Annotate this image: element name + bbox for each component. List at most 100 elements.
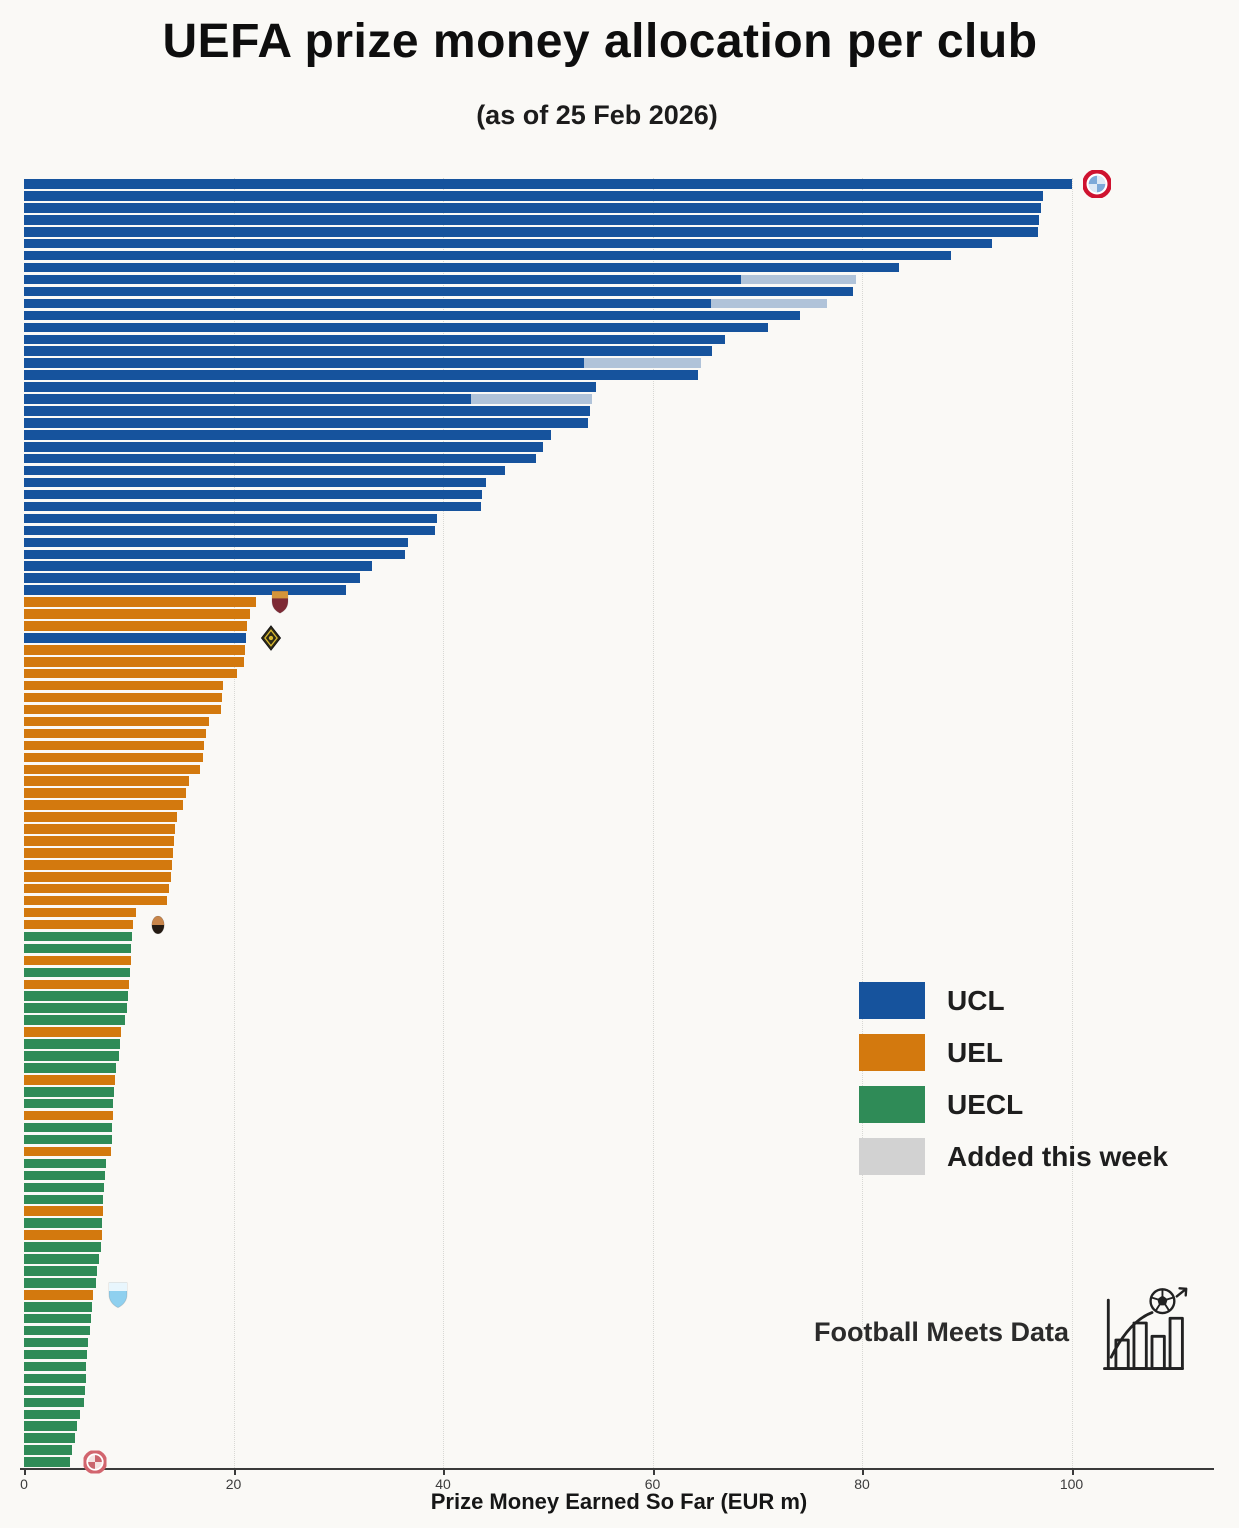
bar-club-55	[24, 824, 175, 834]
bar-club-51	[24, 776, 189, 786]
bar-club-3	[24, 203, 1042, 213]
bar-club-38	[24, 621, 248, 631]
bar-club-24	[24, 453, 537, 464]
x-tick-label: 100	[1059, 1476, 1084, 1492]
page-title: UEFA prize money allocation per club	[162, 15, 1038, 68]
bar-club-19	[24, 394, 472, 404]
bar-club-41	[24, 657, 244, 667]
bar-club-106	[24, 1433, 76, 1443]
bar-club-45	[24, 704, 221, 715]
bar-club-62	[24, 907, 137, 918]
legend-label: UECL	[947, 1088, 1024, 1120]
bar-club-107	[24, 1445, 73, 1455]
bar-club-87	[24, 1206, 103, 1216]
gridline	[233, 178, 235, 1468]
club-crest-red-white-roundel-crest	[1081, 169, 1112, 199]
bar-club-11-added-segment	[711, 298, 828, 309]
club-crest-pink-white-roundel-crest	[82, 1449, 108, 1475]
chart-legend: UCL UEL UECL Added this week	[859, 982, 1168, 1190]
bar-club-104	[24, 1409, 80, 1419]
x-tick-mark	[233, 1470, 236, 1475]
bar-club-97	[24, 1325, 90, 1336]
bar-club-89	[24, 1230, 102, 1240]
legend-label: Added this week	[947, 1140, 1168, 1172]
bar-club-102	[24, 1385, 85, 1396]
bar-club-32	[24, 549, 406, 559]
legend-label: UEL	[947, 1036, 1003, 1068]
bar-club-72	[24, 1027, 122, 1037]
bar-club-44	[24, 692, 222, 703]
bar-club-31	[24, 537, 409, 548]
bar-club-48	[24, 740, 205, 751]
bar-club-21	[24, 418, 588, 428]
bar-club-26	[24, 477, 486, 488]
bar-club-53	[24, 800, 184, 810]
bar-club-103	[24, 1397, 84, 1408]
x-tick-label: 80	[854, 1476, 870, 1492]
bar-club-19-added-segment	[471, 394, 592, 404]
bar-club-27	[24, 489, 482, 500]
bar-club-25	[24, 465, 505, 476]
bar-club-95	[24, 1302, 93, 1312]
bar-club-67	[24, 967, 130, 978]
bar-club-90	[24, 1242, 101, 1252]
bar-club-18	[24, 382, 596, 392]
bar-club-73	[24, 1039, 121, 1049]
bar-club-59	[24, 872, 171, 882]
bar-club-35	[24, 585, 346, 595]
bar-club-8	[24, 262, 899, 273]
bar-club-69	[24, 991, 128, 1001]
bar-club-15	[24, 346, 713, 356]
bar-club-98	[24, 1337, 88, 1348]
bar-club-92	[24, 1266, 98, 1276]
bar-club-91	[24, 1254, 100, 1264]
club-crest-tan-black-oval-crest	[151, 915, 165, 934]
x-tick-mark	[443, 1470, 445, 1475]
bar-club-16	[24, 358, 585, 368]
x-tick-mark	[24, 1470, 26, 1475]
bar-club-5	[24, 227, 1038, 237]
bar-club-23	[24, 442, 543, 452]
bar-club-50	[24, 764, 200, 774]
bar-club-22	[24, 430, 551, 440]
gridline	[443, 178, 444, 1468]
page-subtitle: (as of 25 Feb 2026)	[476, 100, 718, 130]
bar-club-33	[24, 561, 372, 571]
bar-club-88	[24, 1218, 102, 1228]
x-tick-label: 0	[20, 1476, 28, 1492]
bar-club-16-added-segment	[584, 358, 701, 368]
bar-club-29	[24, 513, 437, 524]
bar-club-4	[24, 215, 1039, 225]
bar-club-86	[24, 1194, 103, 1204]
bar-club-76	[24, 1075, 116, 1085]
bar-club-57	[24, 848, 173, 858]
bar-club-56	[24, 836, 174, 846]
bar-club-1	[24, 179, 1072, 189]
bar-club-6	[24, 238, 992, 249]
bar-club-60	[24, 883, 169, 894]
bar-club-101	[24, 1373, 86, 1384]
bar-club-70	[24, 1003, 127, 1013]
gridline	[1071, 178, 1073, 1468]
bar-club-68	[24, 979, 129, 989]
bar-club-84	[24, 1170, 105, 1181]
bar-club-43	[24, 680, 223, 691]
bar-club-54	[24, 812, 177, 822]
x-tick-label: 40	[435, 1476, 451, 1492]
x-tick-mark	[652, 1470, 655, 1475]
gridline	[652, 178, 654, 1468]
bar-club-79	[24, 1110, 113, 1121]
bar-club-64	[24, 931, 132, 942]
bar-club-28	[24, 501, 481, 512]
bar-club-85	[24, 1182, 104, 1193]
uecl-color-swatch	[859, 1086, 925, 1123]
legend-label: UCL	[947, 984, 1005, 1016]
bar-club-36	[24, 597, 256, 607]
bar-club-49	[24, 752, 204, 763]
gridline	[862, 178, 863, 1468]
branding: Football Meets Data	[770, 1282, 1190, 1382]
bar-club-100	[24, 1361, 86, 1372]
ucl-color-swatch	[859, 982, 925, 1019]
bar-club-61	[24, 895, 167, 906]
